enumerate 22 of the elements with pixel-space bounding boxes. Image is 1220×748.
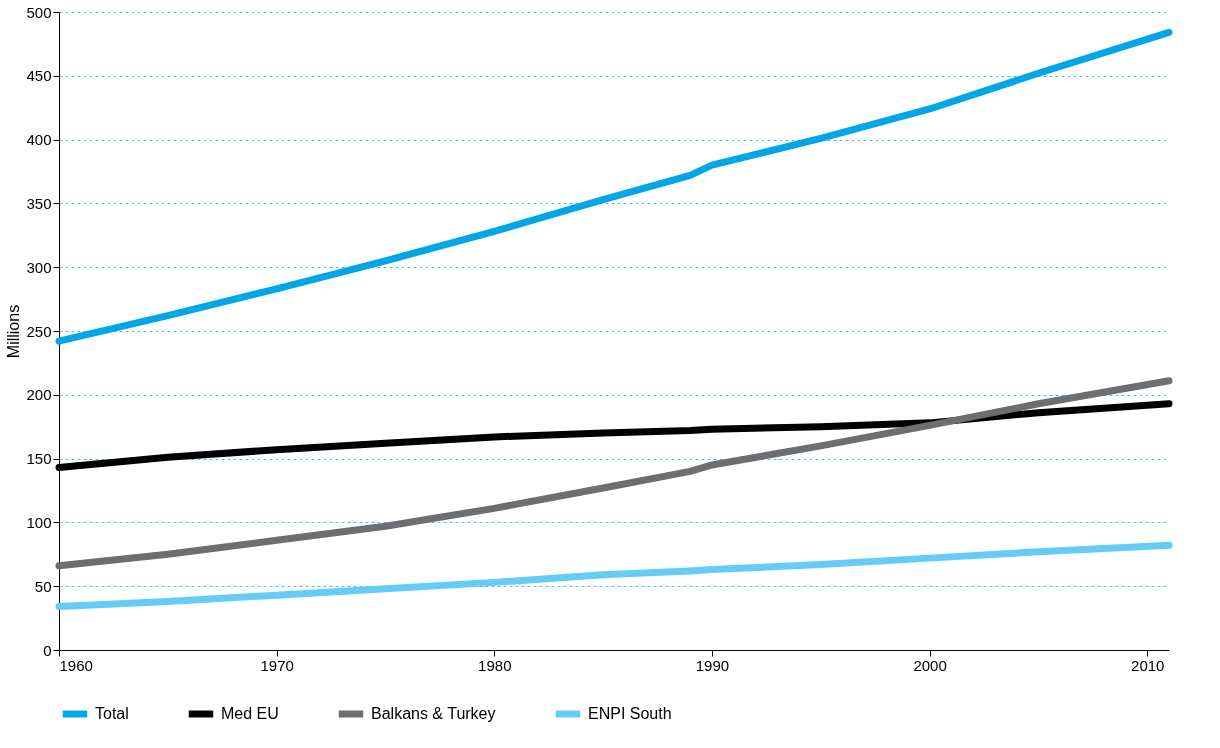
y-tick-label: 250 — [26, 322, 52, 340]
legend-label: Total — [95, 705, 129, 722]
legend-label: Balkans & Turkey — [371, 705, 496, 722]
legend-label: Med EU — [221, 705, 279, 722]
y-tick-label: 0 — [43, 641, 52, 659]
y-tick-label: 100 — [26, 513, 52, 531]
y-tick-label: 50 — [34, 577, 52, 595]
y-tick-label: 300 — [26, 258, 52, 276]
legend-label: ENPI South — [588, 705, 672, 722]
y-tick-label: 400 — [26, 131, 52, 149]
y-tick-label: 200 — [26, 386, 52, 404]
x-tick-label: 2000 — [913, 656, 947, 674]
x-tick-label: 1980 — [478, 656, 512, 674]
x-tick-label: 1960 — [59, 656, 93, 674]
y-axis-title: Millions — [5, 304, 23, 359]
y-tick-label: 450 — [26, 67, 52, 85]
x-tick-label: 1970 — [260, 656, 294, 674]
y-tick-label: 350 — [26, 194, 52, 212]
y-tick-label: 500 — [26, 3, 52, 21]
x-tick-label: 1990 — [695, 656, 730, 674]
y-tick-label: 150 — [26, 450, 52, 468]
x-tick-label: 2010 — [1131, 656, 1165, 674]
